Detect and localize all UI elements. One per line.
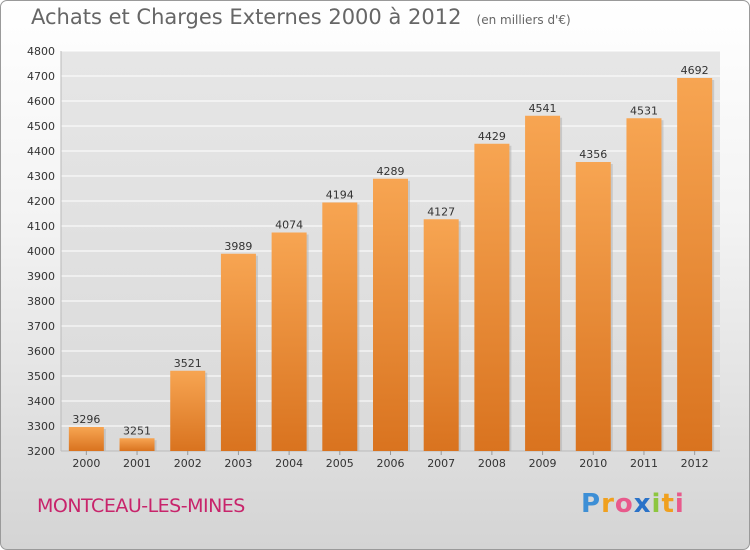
y-tick-label: 4200 (27, 195, 55, 208)
data-label: 4127 (427, 205, 455, 218)
y-tick-label: 4100 (27, 220, 55, 233)
x-tick-label: 2010 (579, 457, 607, 470)
y-tick-label: 3300 (27, 420, 55, 433)
data-label: 3251 (123, 424, 151, 437)
bar (170, 370, 206, 451)
y-tick-label: 3900 (27, 270, 55, 283)
x-tick-label: 2011 (630, 457, 658, 470)
x-tick-label: 2001 (123, 457, 151, 470)
data-label: 4692 (681, 64, 709, 77)
bar (474, 143, 510, 451)
bar (677, 78, 713, 451)
x-tick-label: 2012 (681, 457, 709, 470)
data-label: 3296 (72, 413, 100, 426)
y-tick-label: 3400 (27, 395, 55, 408)
title-line: Achats et Charges Externes 2000 à 2012 (… (31, 5, 571, 29)
y-tick-label: 4300 (27, 170, 55, 183)
chart-title: Achats et Charges Externes 2000 à 2012 (31, 5, 462, 29)
logo-letter: t (661, 489, 675, 519)
chart-subtitle: (en milliers d'€) (476, 13, 571, 27)
x-tick-label: 2007 (427, 457, 455, 470)
y-tick-label: 3500 (27, 370, 55, 383)
y-tick-label: 4600 (27, 95, 55, 108)
data-label: 4194 (326, 189, 354, 202)
x-tick-label: 2004 (275, 457, 303, 470)
x-tick-label: 2009 (529, 457, 557, 470)
data-label: 3521 (174, 357, 202, 370)
brand-logo: Proxiti (581, 489, 685, 519)
y-tick-label: 4700 (27, 70, 55, 83)
logo-letter: P (581, 489, 602, 519)
logo-letter: i (651, 489, 662, 519)
x-tick-label: 2002 (174, 457, 202, 470)
y-tick-label: 4500 (27, 120, 55, 133)
y-tick-label: 3200 (27, 445, 55, 458)
x-tick-label: 2005 (326, 457, 354, 470)
x-tick-label: 2006 (377, 457, 405, 470)
bar (373, 178, 408, 451)
logo-letter: r (601, 489, 615, 519)
y-tick-label: 3700 (27, 320, 55, 333)
bar (525, 115, 561, 451)
y-tick-label: 4400 (27, 145, 55, 158)
bar (322, 202, 358, 451)
data-label: 4356 (579, 148, 607, 161)
data-label: 4074 (275, 219, 303, 232)
logo-letter: x (633, 489, 652, 519)
data-label: 3989 (224, 240, 252, 253)
y-tick-label: 3600 (27, 345, 55, 358)
x-tick-label: 2000 (72, 457, 100, 470)
x-tick-label: 2008 (478, 457, 506, 470)
location-label: MONTCEAU-LES-MINES (37, 495, 245, 517)
y-tick-label: 4800 (27, 45, 55, 58)
bar (626, 118, 662, 451)
bar (575, 162, 611, 451)
data-label: 4531 (630, 104, 658, 117)
logo-letter: o (614, 489, 634, 519)
bar (271, 232, 307, 451)
y-tick-label: 3800 (27, 295, 55, 308)
y-tick-label: 4000 (27, 245, 55, 258)
data-label: 4541 (529, 102, 557, 115)
logo-letter: i (674, 489, 685, 519)
bar (119, 438, 155, 451)
x-tick-label: 2003 (224, 457, 252, 470)
data-label: 4289 (377, 165, 405, 178)
bar (423, 219, 459, 451)
bar (220, 253, 256, 451)
bar (68, 427, 104, 451)
data-label: 4429 (478, 130, 506, 143)
